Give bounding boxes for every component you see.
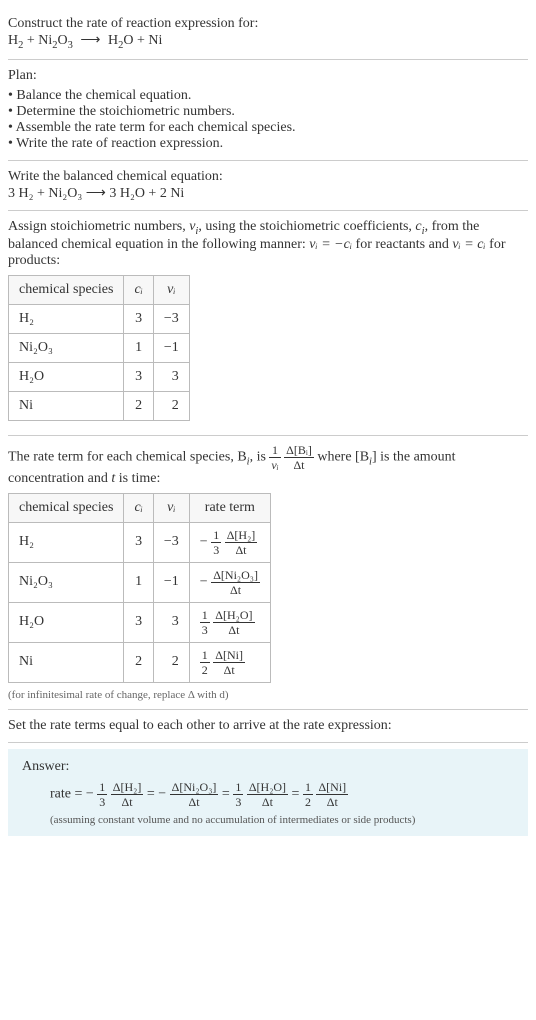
prompt-title: Construct the rate of reaction expressio… [8, 16, 528, 32]
plan-item: Balance the chemical equation. [8, 88, 528, 104]
balanced-intro: Write the balanced chemical equation: [8, 169, 528, 185]
plan-item: Assemble the rate term for each chemical… [8, 120, 528, 136]
stoich-table: chemical species cᵢ νᵢ H₂3−3 Ni₂O₃1−1 H₂… [8, 275, 190, 421]
product-1: H2O [108, 33, 134, 48]
table-row: Ni₂O₃1−1 [9, 333, 190, 362]
col-c: cᵢ [124, 275, 153, 304]
plan-list: Balance the chemical equation. Determine… [8, 88, 528, 152]
assumption-note: (assuming constant volume and no accumul… [22, 814, 514, 826]
table-header-row: chemical species cᵢ νᵢ [9, 275, 190, 304]
table-row: Ni 2 2 12 Δ[Ni]Δt [9, 642, 271, 682]
table-row: Ni22 [9, 391, 190, 420]
table-row: Ni₂O₃ 1 −1 − Δ[Ni₂O₃]Δt [9, 562, 271, 602]
rate-term-table: chemical species cᵢ νᵢ rate term H₂ 3 −3… [8, 493, 271, 683]
unbalanced-equation: H2 + Ni2O3 ⟶ H2O + Ni [8, 32, 528, 51]
col-rate-term: rate term [189, 493, 270, 522]
product-2: + Ni [133, 33, 162, 48]
plan-item: Determine the stoichiometric numbers. [8, 104, 528, 120]
stoich-section: Assign stoichiometric numbers, νi, using… [8, 211, 528, 436]
balanced-equation: 3 H₂ + Ni₂O₃ ⟶ 3 H₂O + 2 Ni [8, 185, 528, 202]
rate-term-cell: 12 Δ[Ni]Δt [189, 642, 270, 682]
infinitesimal-note: (for infinitesimal rate of change, repla… [8, 689, 528, 701]
rate-term-cell: 13 Δ[H₂O]Δt [189, 602, 270, 642]
col-nu: νᵢ [153, 275, 189, 304]
rate-term-cell: − Δ[Ni₂O₃]Δt [189, 562, 270, 602]
table-row: H₂ 3 −3 − 13 Δ[H₂]Δt [9, 522, 271, 562]
rate-term-section: The rate term for each chemical species,… [8, 436, 528, 710]
answer-label: Answer: [22, 759, 514, 775]
col-species: chemical species [9, 275, 124, 304]
table-row: H₂3−3 [9, 304, 190, 333]
prompt-section: Construct the rate of reaction expressio… [8, 8, 528, 60]
answer-box: Answer: rate = − 13 Δ[H₂]Δt = − Δ[Ni₂O₃]… [8, 749, 528, 836]
reactant-2: Ni2O3 [38, 33, 73, 48]
col-species: chemical species [9, 493, 124, 522]
balanced-section: Write the balanced chemical equation: 3 … [8, 161, 528, 211]
col-nu: νᵢ [153, 493, 189, 522]
set-equal-section: Set the rate terms equal to each other t… [8, 710, 528, 743]
arrow-icon: ⟶ [80, 33, 100, 48]
rate-term-cell: − 13 Δ[H₂]Δt [189, 522, 270, 562]
table-row: H₂O 3 3 13 Δ[H₂O]Δt [9, 602, 271, 642]
fraction: Δ[Bᵢ]Δt [284, 444, 314, 471]
reactant-1: H2 [8, 33, 23, 48]
plan-item: Write the rate of reaction expression. [8, 136, 528, 152]
set-equal-text: Set the rate terms equal to each other t… [8, 718, 528, 734]
table-header-row: chemical species cᵢ νᵢ rate term [9, 493, 271, 522]
rate-expression: rate = − 13 Δ[H₂]Δt = − Δ[Ni₂O₃]Δt = 13 … [22, 781, 514, 808]
table-row: H₂O33 [9, 362, 190, 391]
plan-label: Plan: [8, 68, 528, 84]
fraction: 1νᵢ [269, 444, 280, 471]
stoich-text: Assign stoichiometric numbers, νi, using… [8, 219, 528, 269]
plan-section: Plan: Balance the chemical equation. Det… [8, 60, 528, 161]
col-c: cᵢ [124, 493, 153, 522]
rate-term-text: The rate term for each chemical species,… [8, 444, 528, 487]
